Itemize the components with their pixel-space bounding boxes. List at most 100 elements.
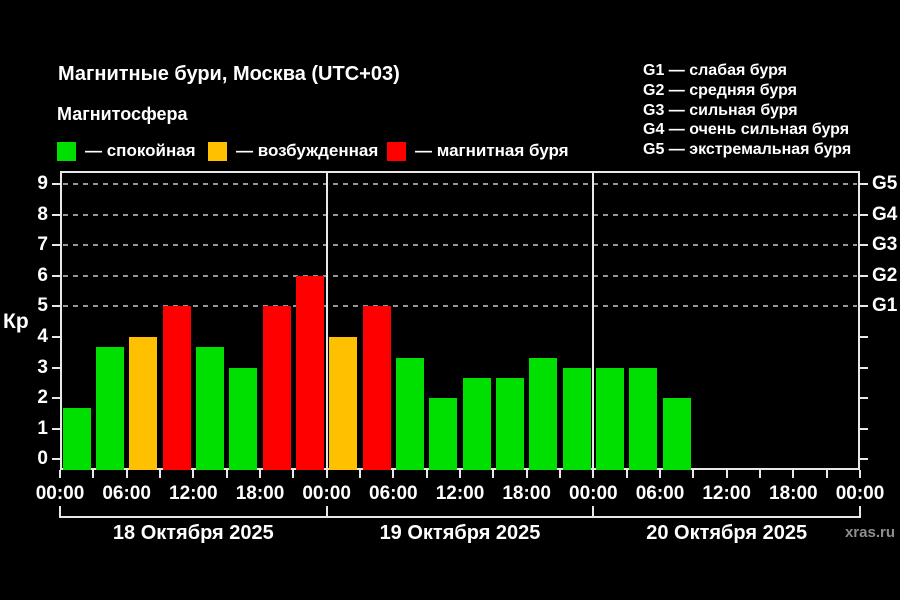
kp-bar [162, 306, 191, 470]
kp-bar [662, 398, 691, 470]
y-tick [860, 427, 868, 430]
x-tick [525, 470, 528, 478]
bracket-tick [592, 506, 595, 518]
x-tick [692, 470, 695, 478]
y-axis-title: Кр [3, 310, 29, 333]
day-separator [592, 171, 595, 470]
watermark: xras.ru [844, 524, 895, 541]
x-tick [259, 470, 261, 478]
x-tick-label: 00:00 [302, 483, 351, 504]
y-tick-label: 3 [37, 356, 48, 378]
kp-bar [429, 398, 458, 470]
x-tick [159, 470, 161, 478]
x-tick [325, 470, 328, 478]
plot-frame [60, 171, 860, 470]
kp-bar [395, 357, 425, 470]
y-tick [52, 213, 60, 216]
legend-item-storm: — магнитная буря [387, 141, 569, 161]
kp-bar [629, 367, 658, 470]
excited-label: — возбужденная [236, 141, 379, 160]
x-tick [92, 470, 95, 478]
gridline [63, 213, 857, 216]
g1-legend-line: G1 — слабая буря [643, 62, 788, 79]
kp-bar [595, 367, 625, 470]
excited-swatch-icon [208, 141, 227, 161]
kp-bar [529, 357, 558, 470]
x-tick [825, 470, 828, 478]
y-tick [52, 427, 60, 430]
y-tick [860, 305, 868, 308]
x-tick [659, 470, 661, 478]
g-axis-label: G1 [872, 295, 898, 317]
y-tick-label: 1 [37, 417, 48, 439]
date-label: 19 Октября 2025 [379, 522, 541, 544]
y-tick-label: 0 [37, 448, 48, 470]
x-tick [492, 470, 495, 478]
kp-bar [295, 275, 325, 470]
x-tick-label: 12:00 [435, 483, 485, 504]
kp-bar [495, 377, 525, 470]
storm-label: — магнитная буря [415, 141, 569, 160]
g-axis-label: G3 [872, 234, 898, 256]
date-label: 18 Октября 2025 [112, 522, 274, 544]
day-separator [325, 171, 328, 470]
y-tick [52, 336, 60, 338]
y-tick [52, 366, 60, 369]
y-tick [52, 274, 60, 277]
g-axis-label: G4 [872, 203, 898, 225]
y-tick [860, 244, 868, 247]
x-tick [625, 470, 628, 478]
y-tick-label: 7 [37, 234, 48, 256]
y-tick-label: 8 [37, 203, 48, 225]
y-tick [52, 397, 60, 400]
gridline [63, 305, 857, 308]
x-tick-label: 18:00 [502, 483, 551, 504]
x-tick [359, 470, 361, 478]
y-tick [860, 213, 868, 216]
x-tick [559, 470, 561, 478]
y-tick-label: 9 [37, 173, 48, 194]
x-tick-label: 12:00 [169, 483, 218, 504]
kp-bar [562, 367, 591, 470]
kp-bar [229, 367, 258, 470]
g4-legend-line: G4 — очень сильная буря [643, 121, 850, 139]
x-tick [725, 470, 728, 478]
magnetosphere-label: Магнитосфера [57, 104, 188, 124]
x-tick [392, 470, 395, 478]
day-bracket [60, 516, 860, 518]
y-tick-label: 4 [37, 326, 48, 347]
x-tick-label: 06:00 [369, 483, 418, 504]
g5-legend-line: G5 — экстремальная буря [643, 141, 852, 159]
g-axis-label: G5 [872, 173, 898, 194]
y-tick [860, 366, 868, 369]
page-title: Магнитные бури, Москва (UTC+03) [58, 63, 400, 85]
gridline [63, 244, 857, 247]
y-tick-label: 6 [37, 264, 48, 286]
kp-bar [129, 337, 158, 470]
x-tick-label: 06:00 [635, 483, 685, 504]
x-tick [225, 470, 228, 478]
y-tick [860, 183, 868, 185]
y-tick [52, 305, 60, 308]
y-tick [860, 458, 868, 461]
kp-bar [62, 408, 91, 470]
x-tick [859, 470, 861, 478]
kp-bar [195, 347, 225, 470]
gridline [63, 274, 857, 277]
g-scale-legend: G1 — слабая буря G2 — средняя буря G3 — … [643, 61, 851, 160]
x-tick [425, 470, 428, 478]
y-tick [52, 244, 60, 247]
kp-bar [462, 377, 491, 470]
g-axis-label: G2 [872, 264, 898, 286]
legend-item-excited: — возбужденная [208, 141, 378, 161]
legend-item-quiet: — спокойная [57, 141, 196, 161]
x-tick [292, 470, 295, 478]
x-tick [592, 470, 595, 478]
y-tick-label: 5 [37, 295, 48, 317]
y-tick [860, 336, 868, 338]
x-tick-label: 00:00 [35, 483, 85, 504]
kp-bar [262, 306, 291, 470]
y-tick [860, 274, 868, 277]
